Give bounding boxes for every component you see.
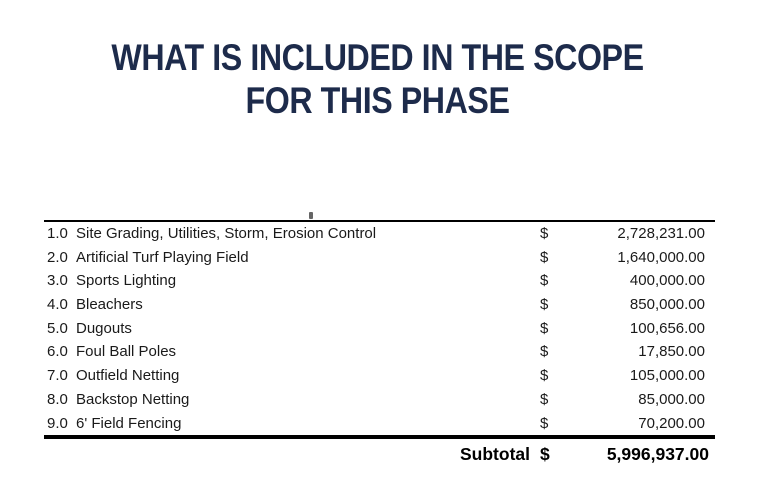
title-line-1: WHAT IS INCLUDED IN THE SCOPE (111, 37, 644, 78)
row-amount: 2,728,231.00 (617, 225, 705, 242)
row-number: 7.0 (47, 367, 68, 385)
currency-symbol: $ (540, 248, 549, 266)
row-description: Site Grading, Utilities, Storm, Erosion … (76, 225, 377, 242)
table-row: 7.0 Outfield Netting $ 105,000.00 (44, 364, 715, 388)
row-amount: 85,000.00 (638, 390, 705, 408)
currency-symbol: $ (540, 390, 549, 408)
currency-symbol: $ (540, 414, 549, 432)
row-number: 1.0 (47, 225, 68, 242)
row-amount: 100,656.00 (629, 319, 705, 337)
currency-symbol: $ (540, 319, 549, 337)
row-number: 9.0 (47, 414, 68, 432)
table-row: 9.0 6' Field Fencing $ 70,200.00 (44, 412, 715, 436)
row-description: Artificial Turf Playing Field (76, 248, 249, 266)
row-amount: 850,000.00 (629, 296, 705, 314)
subtotal-divider (44, 435, 715, 440)
table-row: 1.0 Site Grading, Utilities, Storm, Eros… (44, 222, 715, 246)
currency-symbol: $ (540, 296, 549, 314)
row-amount: 70,200.00 (638, 414, 705, 432)
row-number: 6.0 (47, 343, 68, 361)
row-description: Backstop Netting (76, 390, 190, 408)
row-description: Outfield Netting (76, 367, 180, 385)
subtotal-label: Subtotal (460, 444, 530, 465)
table-row: 3.0 Sports Lighting $ 400,000.00 (44, 269, 715, 293)
row-amount: 105,000.00 (629, 367, 705, 385)
row-number: 2.0 (47, 248, 68, 266)
page-title: WHAT IS INCLUDED IN THE SCOPE FOR THIS P… (0, 36, 755, 122)
currency-symbol: $ (540, 367, 549, 385)
subtotal-amount: 5,996,937.00 (606, 444, 709, 465)
row-amount: 400,000.00 (629, 272, 705, 290)
row-amount: 1,640,000.00 (617, 248, 705, 266)
subtotal-currency-symbol: $ (540, 444, 550, 465)
table-row: 6.0 Foul Ball Poles $ 17,850.00 (44, 340, 715, 364)
currency-symbol: $ (540, 343, 549, 361)
row-description: Dugouts (76, 319, 132, 337)
row-description: Bleachers (76, 296, 143, 314)
table-row: 8.0 Backstop Netting $ 85,000.00 (44, 388, 715, 412)
table-row: 4.0 Bleachers $ 850,000.00 (44, 293, 715, 317)
title-line-2: FOR THIS PHASE (245, 80, 510, 121)
row-number: 5.0 (47, 319, 68, 337)
row-description: 6' Field Fencing (76, 414, 182, 432)
stray-mark (309, 212, 313, 219)
row-description: Foul Ball Poles (76, 343, 177, 361)
row-number: 8.0 (47, 390, 68, 408)
table-row: 5.0 Dugouts $ 100,656.00 (44, 317, 715, 341)
currency-symbol: $ (540, 225, 549, 242)
row-number: 4.0 (47, 296, 68, 314)
table-row: 2.0 Artificial Turf Playing Field $ 1,64… (44, 246, 715, 270)
row-number: 3.0 (47, 272, 68, 290)
scope-table: 1.0 Site Grading, Utilities, Storm, Eros… (44, 220, 715, 469)
currency-symbol: $ (540, 272, 549, 290)
row-description: Sports Lighting (76, 272, 177, 290)
row-amount: 17,850.00 (638, 343, 705, 361)
subtotal-row: Subtotal $ 5,996,937.00 (44, 439, 715, 469)
